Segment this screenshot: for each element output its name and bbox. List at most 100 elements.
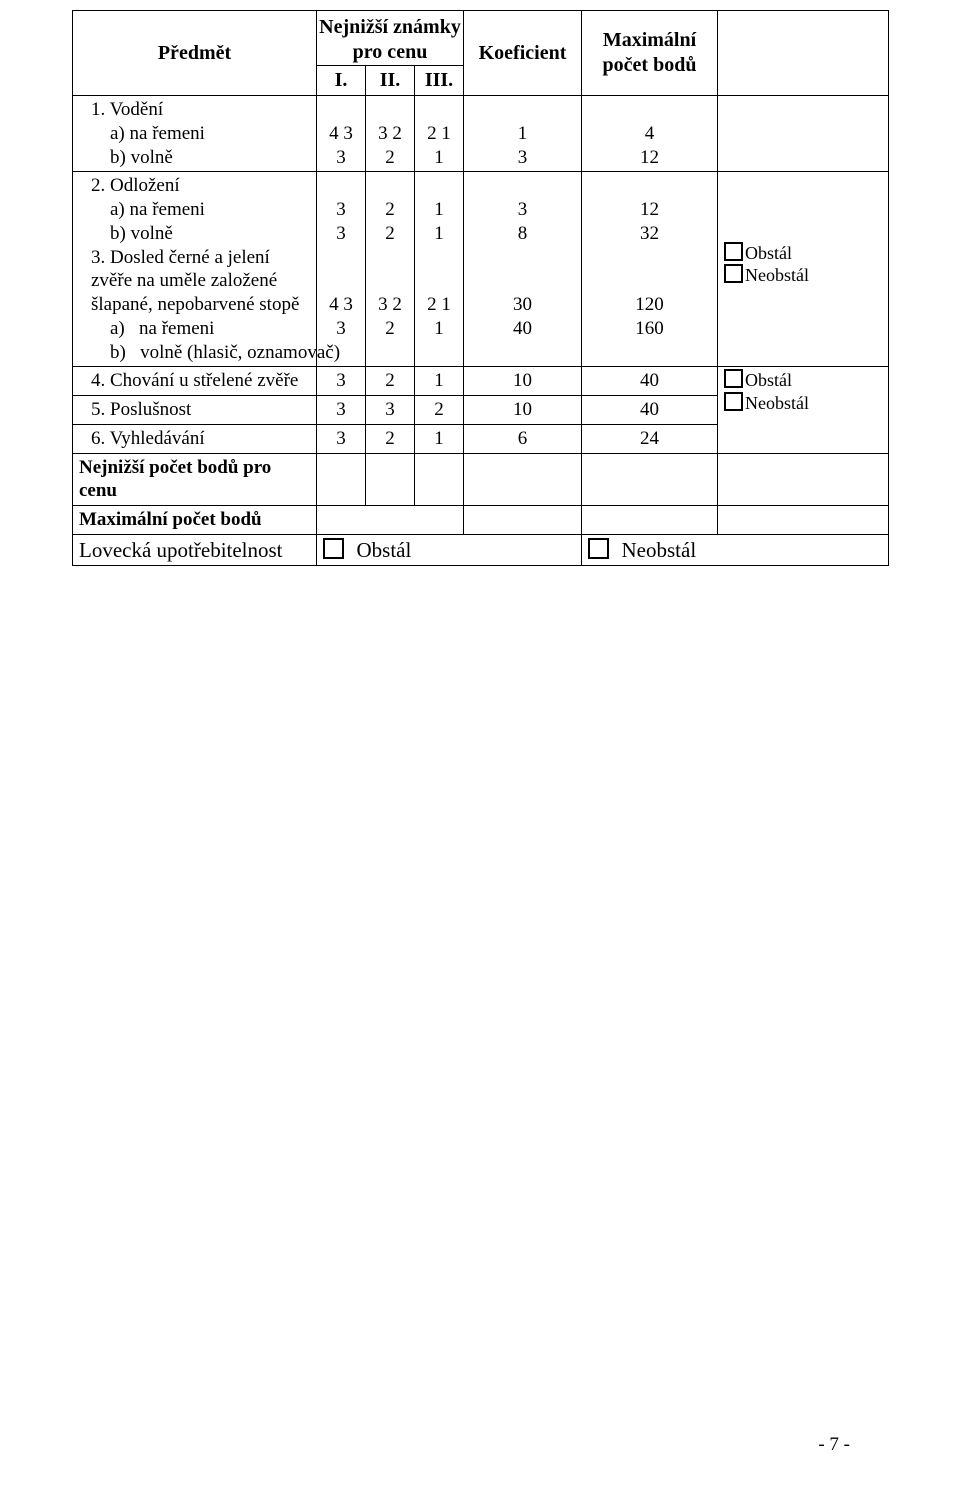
row-2-3: 2. Odložení a) na řemeni b) volně 3. Dos… [73,172,889,367]
row-2-3-koef: 3 8 30 40 [464,172,582,367]
row-1-b-k: 3 [518,147,528,168]
row-1-a: a) na řemeni [91,123,205,144]
footer-min-label: Nejnižší počet bodů pro cenu [73,453,317,506]
row-2-b: b) volně [91,223,173,244]
row-2-b-iii: 1 [434,223,444,244]
row-1-b: b) volně [91,147,173,168]
row-3-a-iii: 1 [434,318,444,339]
row-2-3-subject: 2. Odložení a) na řemeni b) volně 3. Dos… [73,172,317,367]
footer-max-notes [718,506,889,535]
row-3-fail-label: Neobstál [745,265,809,285]
header-i: I. [317,66,366,96]
footer-usability-label: Lovecká upotřebitelnost [73,534,317,565]
row-3-a-k: 40 [513,318,532,339]
row-1-max: 4 12 [582,96,718,172]
row-4-notes: Obstál Neobstál [718,367,889,453]
row-1-b-iii: 1 [434,147,444,168]
row-1-b-i: 3 [336,147,346,168]
row-3-d-ii: 3 2 [378,294,402,315]
row-3-d-iii: 2 1 [427,294,451,315]
row-4-koef: 10 [464,367,582,396]
row-6-koef: 6 [464,424,582,453]
row-1-subject: 1. Vodění a) na řemeni b) volně [73,96,317,172]
row-2-a-k: 3 [518,199,528,220]
row-4-i: 3 [317,367,366,396]
row-4: 4. Chování u střelené zvěře 3 2 1 10 40 … [73,367,889,396]
row-4-title: 4. Chování u střelené zvěře [73,367,317,396]
row-5-title: 5. Poslušnost [73,396,317,425]
row-1-a-k: 1 [518,123,528,144]
footer-max-koef [464,506,582,535]
header-max: Maximální počet bodů [582,11,718,96]
footer-fail[interactable]: Neobstál [588,538,696,562]
main-table: Předmět Nejnižší známky pro cenu Koefici… [72,10,889,566]
checkbox-icon [724,392,743,411]
header-row-1: Předmět Nejnižší známky pro cenu Koefici… [73,11,889,66]
checkbox-icon [588,538,609,559]
footer-pass-label: Obstál [357,538,412,562]
row-1-a-m: 4 [645,123,655,144]
row-1-b-ii: 2 [385,147,395,168]
header-grades-text: Nejnižší známky pro cenu [319,15,461,65]
header-coef: Koeficient [464,11,582,96]
row-1-a-ii: 3 2 [378,123,402,144]
footer-min-koef [464,453,582,506]
row-4-fail[interactable]: Neobstál [724,393,809,413]
row-3-pass[interactable]: Obstál [724,243,792,263]
footer-usability-pass-cell: Obstál [317,534,582,565]
row-3-a-m: 160 [635,318,664,339]
row-1: 1. Vodění a) na řemeni b) volně 4 3 3 3 … [73,96,889,172]
footer-max-row: Maximální počet bodů [73,506,889,535]
row-6-max: 24 [582,424,718,453]
row-6-title: 6. Vyhledávání [73,424,317,453]
header-iii: III. [415,66,464,96]
row-1-a-i: 4 3 [329,123,353,144]
checkbox-icon [724,264,743,283]
row-1-i: 4 3 3 [317,96,366,172]
row-1-a-iii: 2 1 [427,123,451,144]
row-4-pass-label: Obstál [745,370,792,390]
row-1-notes [718,96,889,172]
row-3-fail[interactable]: Neobstál [724,265,809,285]
row-1-koef: 1 3 [464,96,582,172]
footer-max-label: Maximální počet bodů [73,506,317,535]
row-2-a-ii: 2 [385,199,395,220]
header-grades-group: Nejnižší známky pro cenu [317,11,464,66]
footer-usability-fail-cell: Neobstál [582,534,889,565]
footer-usability-row: Lovecká upotřebitelnost Obstál Neobstál [73,534,889,565]
row-2-3-max: 12 32 120 160 [582,172,718,367]
row-2-b-i: 3 [336,223,346,244]
row-2-b-ii: 2 [385,223,395,244]
row-6-ii: 2 [366,424,415,453]
footer-fail-label: Neobstál [622,538,697,562]
row-4-max: 40 [582,367,718,396]
row-5-max: 40 [582,396,718,425]
checkbox-icon [724,242,743,261]
row-6-i: 3 [317,424,366,453]
row-1-title: 1. Vodění [91,99,163,120]
row-5-i: 3 [317,396,366,425]
row-6-iii: 1 [415,424,464,453]
row-5-iii: 2 [415,396,464,425]
page-number: - 7 - [818,1434,850,1456]
checkbox-icon [323,538,344,559]
footer-min-iii [415,453,464,506]
header-notes [718,11,889,96]
row-3-d-i: 4 3 [329,294,353,315]
row-4-ii: 2 [366,367,415,396]
row-4-iii: 1 [415,367,464,396]
row-4-fail-label: Neobstál [745,393,809,413]
row-4-pass[interactable]: Obstál [724,370,792,390]
footer-pass[interactable]: Obstál [323,538,411,562]
row-1-iii: 2 1 1 [415,96,464,172]
row-5-ii: 3 [366,396,415,425]
footer-min-i [317,453,366,506]
footer-min-notes [718,453,889,506]
row-2-3-notes: Obstál Neobstál [718,172,889,367]
row-2-title: 2. Odložení [91,175,180,196]
row-3-a-ii: 2 [385,318,395,339]
header-ii: II. [366,66,415,96]
row-1-b-m: 12 [640,147,659,168]
checkbox-icon [724,369,743,388]
row-2-a-m: 12 [640,199,659,220]
